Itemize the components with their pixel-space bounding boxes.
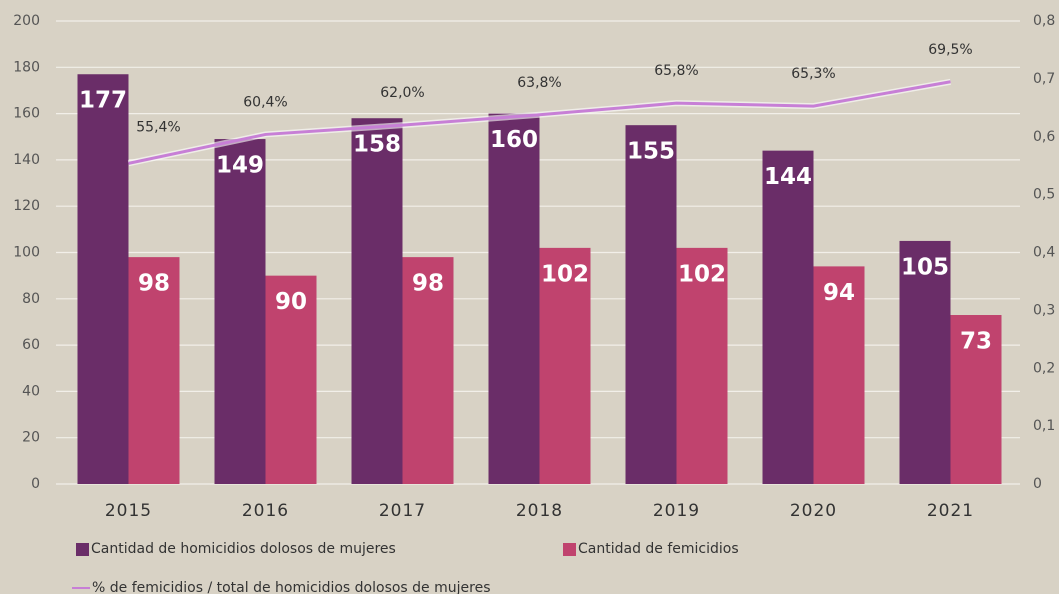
bar: [762, 150, 814, 484]
bar: [488, 113, 540, 484]
line-value-label: 60,4%: [243, 94, 287, 110]
bar-value-label: 98: [412, 271, 444, 297]
bar: [899, 240, 951, 484]
bar: [214, 139, 266, 484]
bar-value-label: 177: [79, 88, 127, 114]
y-tick-label: 20: [22, 430, 40, 446]
y-tick-label: 120: [13, 198, 40, 214]
y-tick-label: 60: [22, 337, 40, 353]
y2-tick-label: 0,2: [1033, 360, 1055, 376]
bar-value-label: 73: [960, 329, 992, 355]
line-value-label: 63,8%: [517, 75, 561, 91]
bar: [539, 247, 591, 484]
bar: [676, 247, 728, 484]
legend-swatch: [563, 543, 576, 556]
bar-value-label: 155: [627, 139, 675, 165]
line-value-label: 65,8%: [654, 63, 698, 79]
legend-label: Cantidad de femicidios: [578, 541, 739, 557]
y-tick-label: 100: [13, 245, 40, 261]
bar: [351, 118, 403, 484]
line-value-label: 65,3%: [791, 66, 835, 82]
y-tick-label: 180: [13, 59, 40, 75]
line-value-label: 62,0%: [380, 85, 424, 101]
x-tick-label: 2018: [516, 501, 563, 521]
bar-value-label: 102: [678, 261, 726, 287]
line-value-label: 69,5%: [928, 42, 972, 58]
y2-tick-label: 0,6: [1033, 129, 1055, 145]
bar: [813, 266, 865, 484]
y-tick-label: 160: [13, 106, 40, 122]
y2-tick-label: 0,5: [1033, 187, 1055, 203]
y-tick-label: 200: [13, 13, 40, 29]
bar-value-label: 144: [764, 164, 812, 190]
y2-tick-label: 0,8: [1033, 13, 1055, 29]
bar: [402, 257, 454, 484]
bar: [950, 315, 1002, 484]
x-tick-label: 2015: [105, 501, 152, 521]
x-tick-label: 2016: [242, 501, 289, 521]
bar: [265, 275, 317, 484]
bar: [625, 125, 677, 485]
y2-tick-label: 0,1: [1033, 418, 1055, 434]
x-tick-label: 2020: [790, 501, 837, 521]
y2-tick-label: 0,7: [1033, 71, 1055, 87]
line: [128, 80, 951, 165]
legend-label: % de femicidios / total de homicidios do…: [92, 580, 491, 594]
bar-value-label: 105: [901, 254, 949, 280]
y-tick-label: 40: [22, 383, 40, 399]
bar-value-label: 90: [275, 289, 307, 315]
x-tick-label: 2017: [379, 501, 426, 521]
bar-value-label: 102: [541, 261, 589, 287]
line-value-label: 55,4%: [136, 119, 180, 135]
bar: [77, 74, 129, 485]
y2-tick-label: 0: [1033, 476, 1042, 492]
y-tick-label: 80: [22, 291, 40, 307]
y2-tick-label: 0,4: [1033, 245, 1055, 261]
y-tick-label: 0: [31, 476, 40, 492]
bar-value-label: 149: [216, 153, 264, 179]
x-tick-label: 2021: [927, 501, 974, 521]
y-tick-label: 140: [13, 152, 40, 168]
bar-value-label: 94: [823, 280, 855, 306]
bar-value-label: 98: [138, 271, 170, 297]
bar-value-label: 160: [490, 127, 538, 153]
y2-tick-label: 0,3: [1033, 302, 1055, 318]
bar-value-label: 158: [353, 132, 401, 158]
x-tick-label: 2019: [653, 501, 700, 521]
legend-swatch: [76, 543, 89, 556]
bar: [128, 257, 180, 484]
legend-label: Cantidad de homicidios dolosos de mujere…: [91, 541, 396, 557]
